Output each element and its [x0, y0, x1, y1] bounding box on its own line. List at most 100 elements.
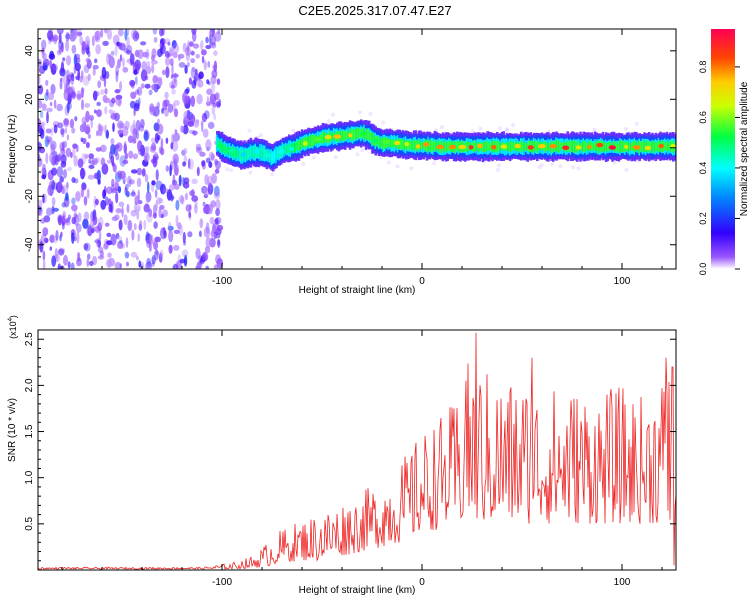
ridge-peak: [491, 145, 497, 150]
haze-cell: [333, 155, 338, 160]
noise-cell: [117, 42, 123, 50]
noise-cell: [171, 140, 179, 152]
noise-cell: [62, 141, 65, 152]
noise-cell: [171, 63, 174, 76]
noise-cell: [122, 66, 129, 73]
noise-cell: [170, 142, 174, 150]
noise-cell: [167, 103, 174, 114]
noise-cell: [102, 40, 109, 47]
noise-cell: [169, 164, 172, 177]
ridge-band-cell: [521, 142, 525, 152]
noise-cell: [125, 45, 133, 54]
noise-cell: [137, 49, 144, 59]
noise-cell: [151, 180, 156, 186]
noise-cell: [72, 143, 78, 149]
noise-cell: [49, 101, 53, 107]
noise-cell: [102, 189, 106, 199]
ridge-band-cell: [520, 140, 523, 152]
ridge-band-cell: [251, 147, 254, 158]
noise-cell: [46, 111, 49, 124]
noise-cell: [194, 204, 198, 214]
noise-cell: [191, 195, 199, 202]
ridge-band-cell: [456, 141, 459, 151]
noise-cell: [203, 60, 208, 71]
ridge-peak: [394, 140, 401, 146]
noise-cell: [61, 41, 64, 53]
noise-cell: [173, 132, 180, 142]
noise-cell: [127, 220, 133, 232]
noise-cell: [196, 166, 200, 177]
ridge-peak: [404, 141, 409, 147]
noise-cell: [103, 75, 107, 88]
noise-cell: [140, 69, 148, 82]
noise-cell: [82, 123, 87, 132]
noise-cell: [201, 112, 207, 123]
noise-cell: [215, 216, 222, 224]
noise-cell: [94, 31, 99, 42]
noise-cell: [152, 29, 158, 35]
noise-cell: [59, 80, 63, 90]
noise-cell: [50, 140, 57, 151]
noise-cell: [131, 189, 135, 196]
noise-cell: [99, 144, 107, 153]
snr-y-tick-label: 2.5: [24, 332, 35, 346]
noise-cell: [118, 219, 123, 231]
noise-cell: [153, 36, 158, 43]
noise-cell: [192, 130, 197, 137]
noise-cell: [143, 131, 149, 142]
noise-cell: [94, 91, 100, 97]
noise-cell: [187, 158, 191, 169]
noise-cell: [73, 213, 78, 218]
noise-cell: [49, 59, 53, 69]
noise-cell: [134, 201, 138, 213]
noise-cell: [214, 185, 220, 197]
noise-cell: [141, 60, 147, 72]
ridge-band-cell: [403, 140, 406, 149]
noise-cell: [198, 230, 202, 238]
noise-cell: [159, 249, 164, 257]
ridge-peak: [587, 144, 592, 150]
ridge-band-cell: [276, 147, 280, 159]
noise-cell: [192, 43, 200, 49]
noise-cell: [186, 46, 190, 52]
ridge-band-cell: [569, 141, 573, 153]
noise-cell: [41, 167, 45, 175]
noise-cell: [170, 84, 175, 89]
ridge-band-cell: [603, 142, 606, 152]
colorbar-tick-label: 0.4: [698, 162, 708, 175]
noise-cell: [87, 133, 91, 139]
noise-cell: [123, 141, 127, 152]
noise-cell: [206, 88, 213, 96]
ridge-band-cell: [572, 140, 576, 152]
ridge-band-cell: [497, 140, 501, 154]
snr-x-tick-label: -100: [212, 577, 232, 588]
spectrogram-y-tick-label: 20: [24, 93, 35, 105]
ridge-band-cell: [264, 149, 267, 158]
noise-cell: [119, 80, 123, 92]
noise-cell: [56, 103, 63, 112]
noise-cell: [91, 35, 95, 47]
noise-cell: [40, 218, 46, 224]
noise-cell: [140, 83, 145, 89]
noise-cell: [60, 61, 65, 73]
noise-cell: [143, 130, 150, 141]
noise-cell: [65, 218, 69, 224]
noise-cell: [156, 134, 161, 141]
noise-cell: [94, 198, 99, 206]
noise-cell: [81, 99, 84, 111]
ridge-band-cell: [428, 141, 432, 151]
noise-cell: [217, 29, 221, 35]
noise-cell: [143, 219, 147, 230]
colorbar-tick-label: 0.8: [698, 61, 708, 74]
noise-cell: [92, 64, 99, 70]
noise-cell: [112, 187, 118, 194]
ridge-peak: [549, 144, 557, 149]
noise-cell: [138, 97, 141, 107]
noise-cell: [185, 47, 192, 56]
noise-cell: [110, 233, 117, 246]
ridge-band-cell: [628, 143, 632, 151]
haze-cell: [247, 128, 252, 133]
ridge-band-cell: [481, 142, 485, 152]
noise-cell: [170, 193, 174, 202]
